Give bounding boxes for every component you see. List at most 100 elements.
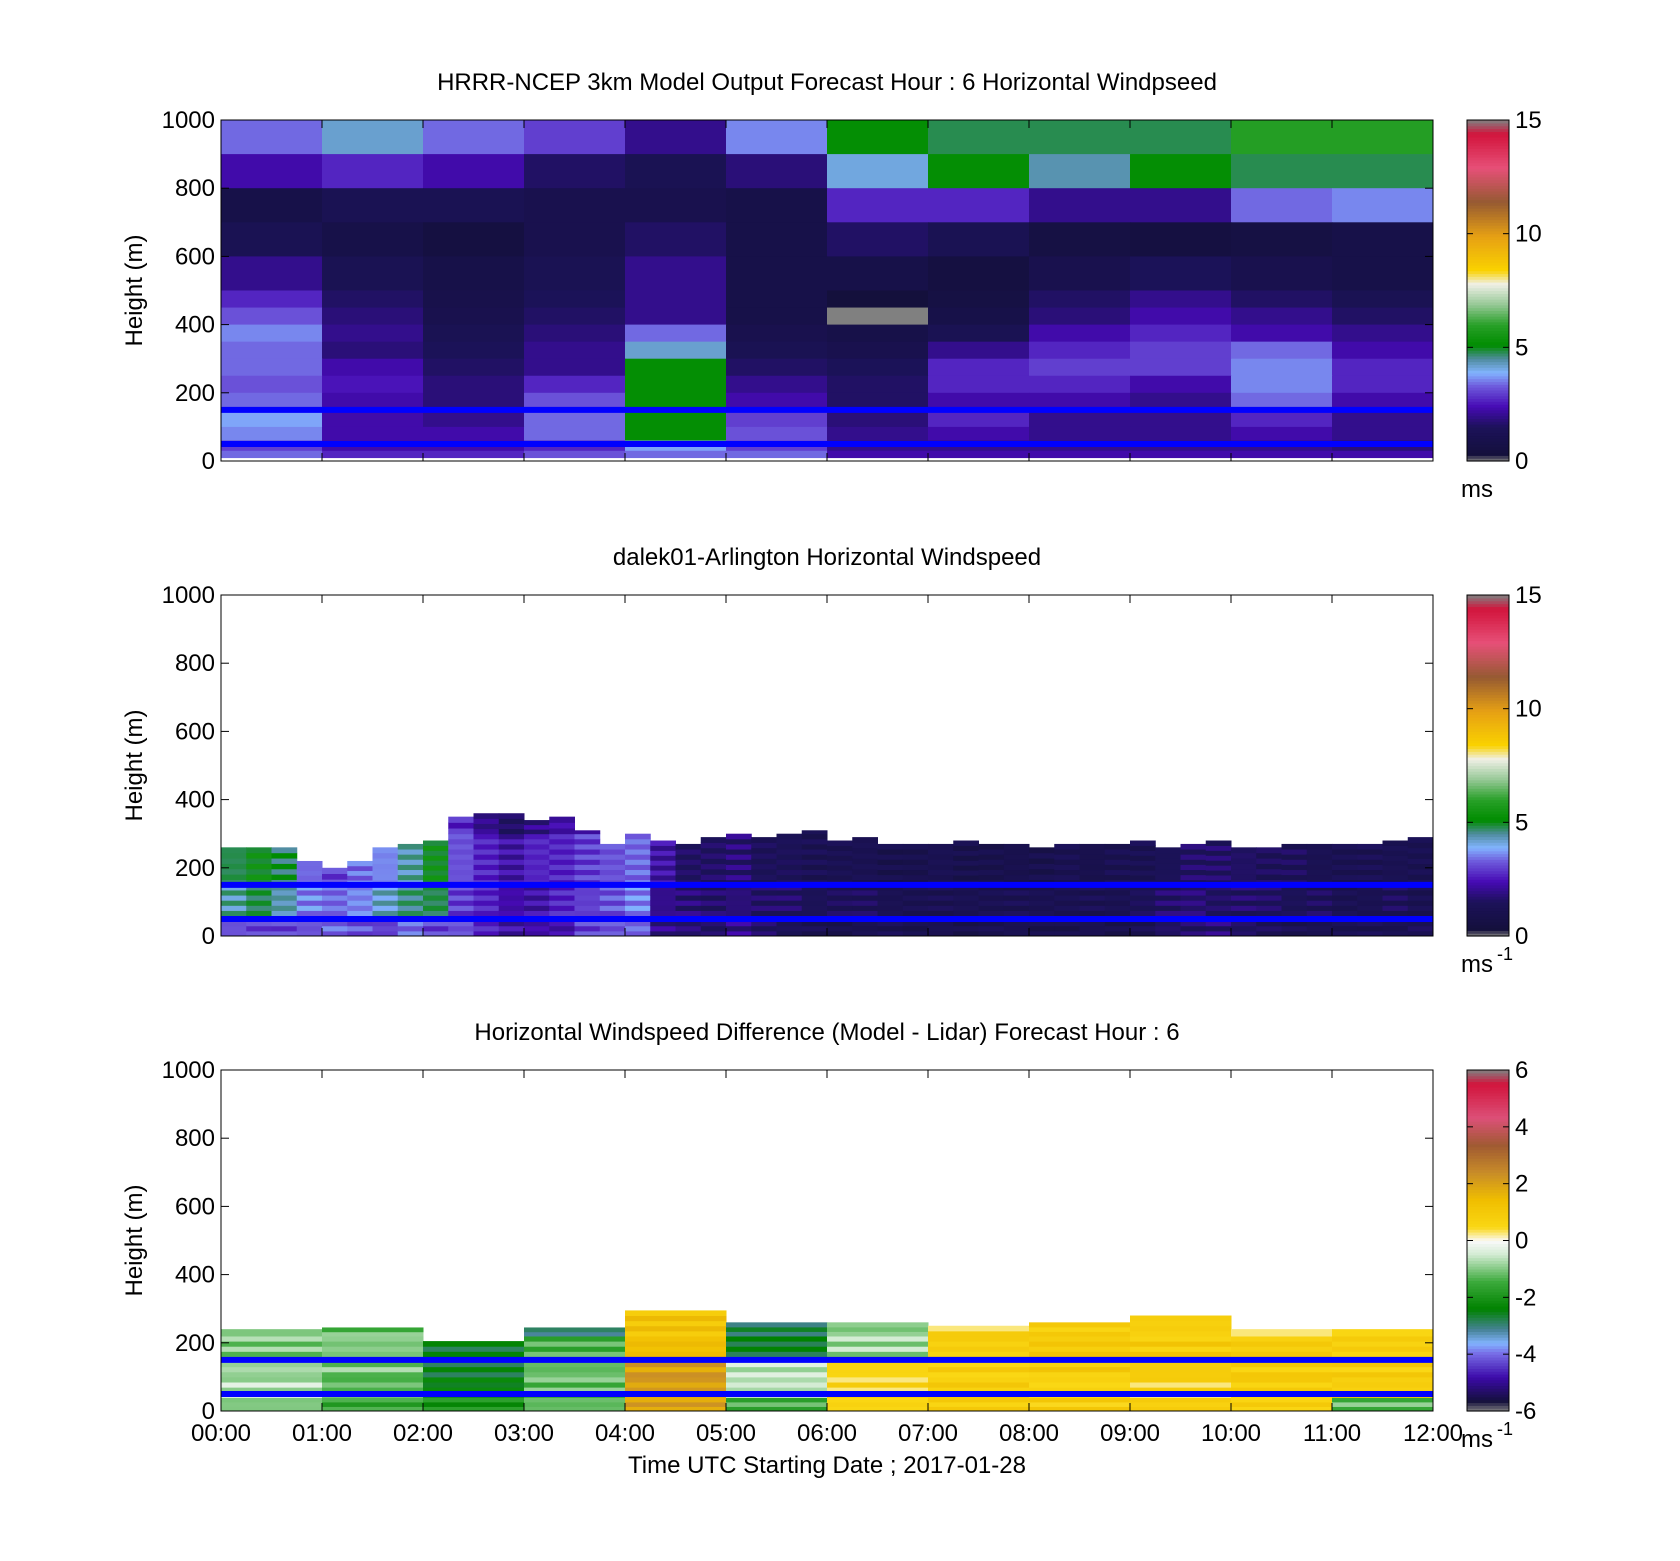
heatmap-cell bbox=[1357, 849, 1383, 855]
colorbar-segment bbox=[1467, 683, 1509, 687]
heatmap-cell bbox=[322, 1327, 424, 1333]
heatmap-cell bbox=[625, 930, 651, 937]
heatmap-cell bbox=[1256, 900, 1282, 906]
heatmap-cell bbox=[726, 358, 828, 377]
heatmap-cell bbox=[625, 1346, 727, 1352]
heatmap-cell bbox=[1231, 930, 1257, 937]
heatmap-cell bbox=[397, 920, 424, 927]
x-tick-label: 06:00 bbox=[797, 1420, 857, 1447]
heatmap-cell bbox=[221, 910, 247, 917]
heatmap-cell bbox=[751, 895, 777, 901]
heatmap-cell bbox=[827, 895, 853, 901]
heatmap-cell bbox=[473, 905, 500, 911]
heatmap-cell bbox=[1332, 854, 1358, 860]
colorbar-segment bbox=[1467, 421, 1509, 425]
heatmap-cell bbox=[1180, 849, 1207, 855]
colorbar-segment bbox=[1467, 1183, 1509, 1188]
heatmap-cell bbox=[801, 859, 828, 865]
heatmap-cell bbox=[751, 842, 777, 849]
heatmap-cell bbox=[524, 838, 550, 845]
heatmap-cell bbox=[574, 838, 601, 845]
heatmap-cell bbox=[625, 154, 727, 189]
heatmap-cell bbox=[726, 854, 752, 860]
heatmap-cell bbox=[448, 895, 474, 901]
heatmap-cell bbox=[524, 324, 626, 343]
heatmap-cell bbox=[1130, 925, 1156, 932]
heatmap-cell bbox=[1256, 868, 1282, 875]
heatmap-cell bbox=[423, 930, 449, 937]
colorbar-segment bbox=[1467, 131, 1509, 135]
colorbar-segment bbox=[1467, 808, 1509, 812]
heatmap-cell bbox=[1180, 925, 1207, 932]
heatmap-cell bbox=[322, 307, 424, 326]
colorbar-segment bbox=[1467, 1257, 1509, 1261]
colorbar-segment bbox=[1467, 142, 1509, 147]
heatmap-cell bbox=[928, 256, 1030, 291]
heatmap-cell bbox=[473, 895, 500, 901]
colorbar-segment bbox=[1467, 1328, 1509, 1333]
heatmap-cell bbox=[827, 290, 929, 309]
heatmap-cell bbox=[1079, 854, 1106, 860]
colorbar-segment bbox=[1467, 415, 1509, 419]
heatmap-cell bbox=[347, 910, 373, 917]
heatmap-cell bbox=[625, 859, 651, 865]
colorbar-segment bbox=[1467, 688, 1509, 693]
heatmap-cell bbox=[1029, 324, 1131, 343]
colorbar-segment bbox=[1467, 1226, 1509, 1230]
y-tick-label: 0 bbox=[202, 448, 215, 475]
heatmap-cell bbox=[852, 858, 878, 865]
colorbar-segment bbox=[1467, 890, 1509, 894]
heatmap-cell bbox=[221, 905, 247, 911]
heatmap-cell bbox=[625, 910, 651, 917]
colorbar-segment bbox=[1467, 1121, 1509, 1125]
heatmap-cell bbox=[397, 859, 424, 865]
colorbar-segment bbox=[1467, 870, 1509, 875]
colorbar-segment bbox=[1467, 788, 1509, 792]
colorbar-segment bbox=[1467, 845, 1509, 849]
panel-windspeed-difference: 00:00 01:00 02:00 03:00 04:00 05:00 06:00 07:00… bbox=[121, 1019, 1536, 1479]
heatmap-cell bbox=[1104, 849, 1131, 855]
heatmap-cell bbox=[953, 925, 979, 932]
heatmap-cell bbox=[246, 868, 272, 875]
colorbar-segment bbox=[1467, 1277, 1509, 1281]
colorbar-segment bbox=[1467, 705, 1509, 710]
heatmap-cell bbox=[372, 868, 399, 875]
heatmap-cell bbox=[928, 392, 1030, 411]
colorbar-segment bbox=[1467, 1092, 1509, 1097]
colorbar-segment bbox=[1467, 1160, 1509, 1165]
heatmap-cell bbox=[1029, 307, 1131, 326]
heatmap-cell bbox=[751, 889, 777, 896]
heatmap-cell bbox=[1104, 895, 1131, 901]
heatmap-cell bbox=[549, 864, 575, 871]
heatmap-cell bbox=[827, 865, 853, 871]
heatmap-cell bbox=[322, 1351, 424, 1357]
heatmap-cell bbox=[827, 120, 929, 155]
heatmap-cell bbox=[221, 1401, 323, 1407]
heatmap-cell bbox=[1231, 905, 1257, 911]
heatmap-cell bbox=[1332, 154, 1434, 189]
heatmap-cell bbox=[1231, 188, 1333, 223]
colorbar-segment bbox=[1467, 176, 1509, 181]
heatmap-cell bbox=[498, 920, 525, 927]
heatmap-cell bbox=[1029, 1406, 1131, 1412]
heatmap-cell bbox=[1130, 358, 1232, 377]
colorbar-segment bbox=[1467, 409, 1509, 414]
heatmap-cell bbox=[751, 920, 777, 927]
y-tick-label: 400 bbox=[175, 787, 215, 814]
heatmap-cell bbox=[1029, 375, 1131, 394]
heatmap-cell bbox=[524, 1382, 626, 1388]
heatmap-cell bbox=[322, 392, 424, 411]
colorbar-segment bbox=[1467, 762, 1509, 767]
colorbar-tick-label: 10 bbox=[1515, 696, 1542, 723]
heatmap-cell bbox=[549, 838, 575, 845]
heatmap-cell bbox=[827, 930, 853, 937]
heatmap-cell bbox=[928, 222, 1030, 257]
heatmap-cell bbox=[1256, 895, 1282, 901]
colorbar-segment bbox=[1467, 299, 1509, 303]
colorbar-segment bbox=[1467, 202, 1509, 206]
heatmap-cell bbox=[852, 905, 878, 911]
heatmap-cell bbox=[397, 854, 424, 860]
heatmap-cell bbox=[347, 889, 373, 896]
heatmap-cell bbox=[1357, 920, 1383, 927]
colorbar-segment bbox=[1467, 407, 1509, 411]
